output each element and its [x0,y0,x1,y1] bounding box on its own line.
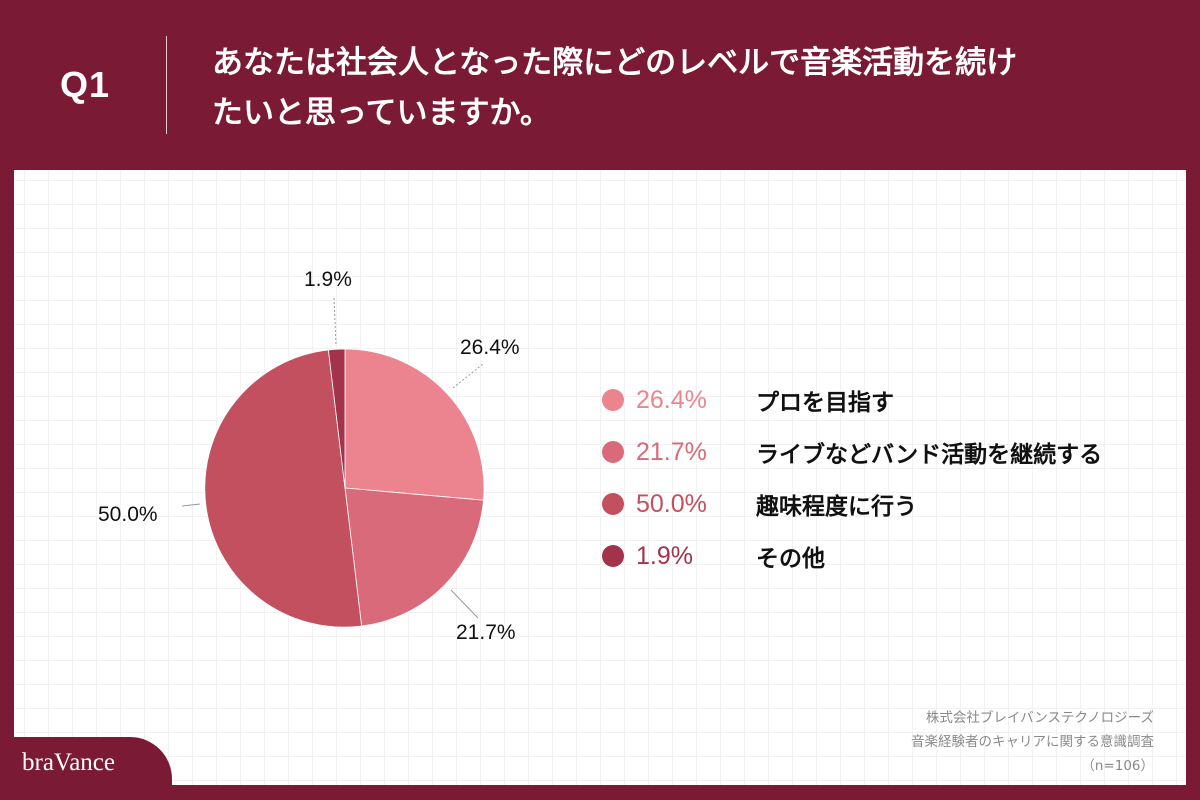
legend-item-hobby: 50.0% 趣味程度に行う [602,478,1102,530]
brand-logo: braVance [22,749,115,776]
leader-line-band [450,589,479,619]
source-survey-name: 音楽経験者のキャリアに関する意識調査 [911,734,1154,750]
source-company: 株式会社ブレイバンステクノロジーズ [925,710,1154,726]
chart-legend: 26.4% プロを目指す 21.7% ライブなどバンド活動を継続する 50.0%… [602,374,1102,582]
legend-label: ライブなどバンド活動を継続する [756,442,1103,468]
legend-percent: 21.7% [636,437,707,466]
pie-label-hobby: 50.0% [98,503,158,526]
leader-line-other [333,297,337,346]
sample-size: （n=106） [1081,758,1154,774]
question-title-line-1: あなたは社会人となった際にどのレベルで音楽活動を続け [212,45,1018,81]
pie-label-other: 1.9% [304,268,352,291]
legend-dot-icon [602,389,624,411]
legend-dot-icon [602,493,624,515]
legend-item-band: 21.7% ライブなどバンド活動を継続する [602,426,1102,478]
legend-percent: 50.0% [636,489,707,518]
question-title: あなたは社会人となった際にどのレベルで音楽活動を続け たいと思っていますか。 [212,38,1172,138]
legend-label: プロを目指す [756,390,894,416]
legend-label: 趣味程度に行う [756,494,917,520]
header-banner: Q1 あなたは社会人となった際にどのレベルで音楽活動を続け たいと思っていますか… [0,0,1200,170]
pie-slice-band [344,487,484,627]
pie-label-pro: 26.4% [460,336,520,359]
question-title-line-2: たいと思っていますか。 [212,95,551,131]
pie-label-band: 21.7% [456,621,516,644]
pie-slice-pro [344,348,485,501]
legend-item-other: 1.9% その他 [602,530,1102,582]
legend-percent: 26.4% [636,385,707,414]
question-number: Q1 [60,64,111,105]
legend-label: その他 [756,546,825,572]
source-note: 株式会社ブレイバンステクノロジーズ 音楽経験者のキャリアに関する意識調査 （n=… [911,706,1154,778]
legend-dot-icon [602,441,624,463]
legend-dot-icon [602,545,624,567]
leader-line-pro [452,363,484,389]
legend-item-pro: 26.4% プロを目指す [602,374,1102,426]
logo-tab: braVance [0,737,172,800]
legend-percent: 1.9% [636,541,693,570]
pie-slice-hobby [204,349,363,628]
leader-line-hobby [181,503,201,507]
header-divider [166,36,167,134]
pie-slice-other [327,348,346,489]
